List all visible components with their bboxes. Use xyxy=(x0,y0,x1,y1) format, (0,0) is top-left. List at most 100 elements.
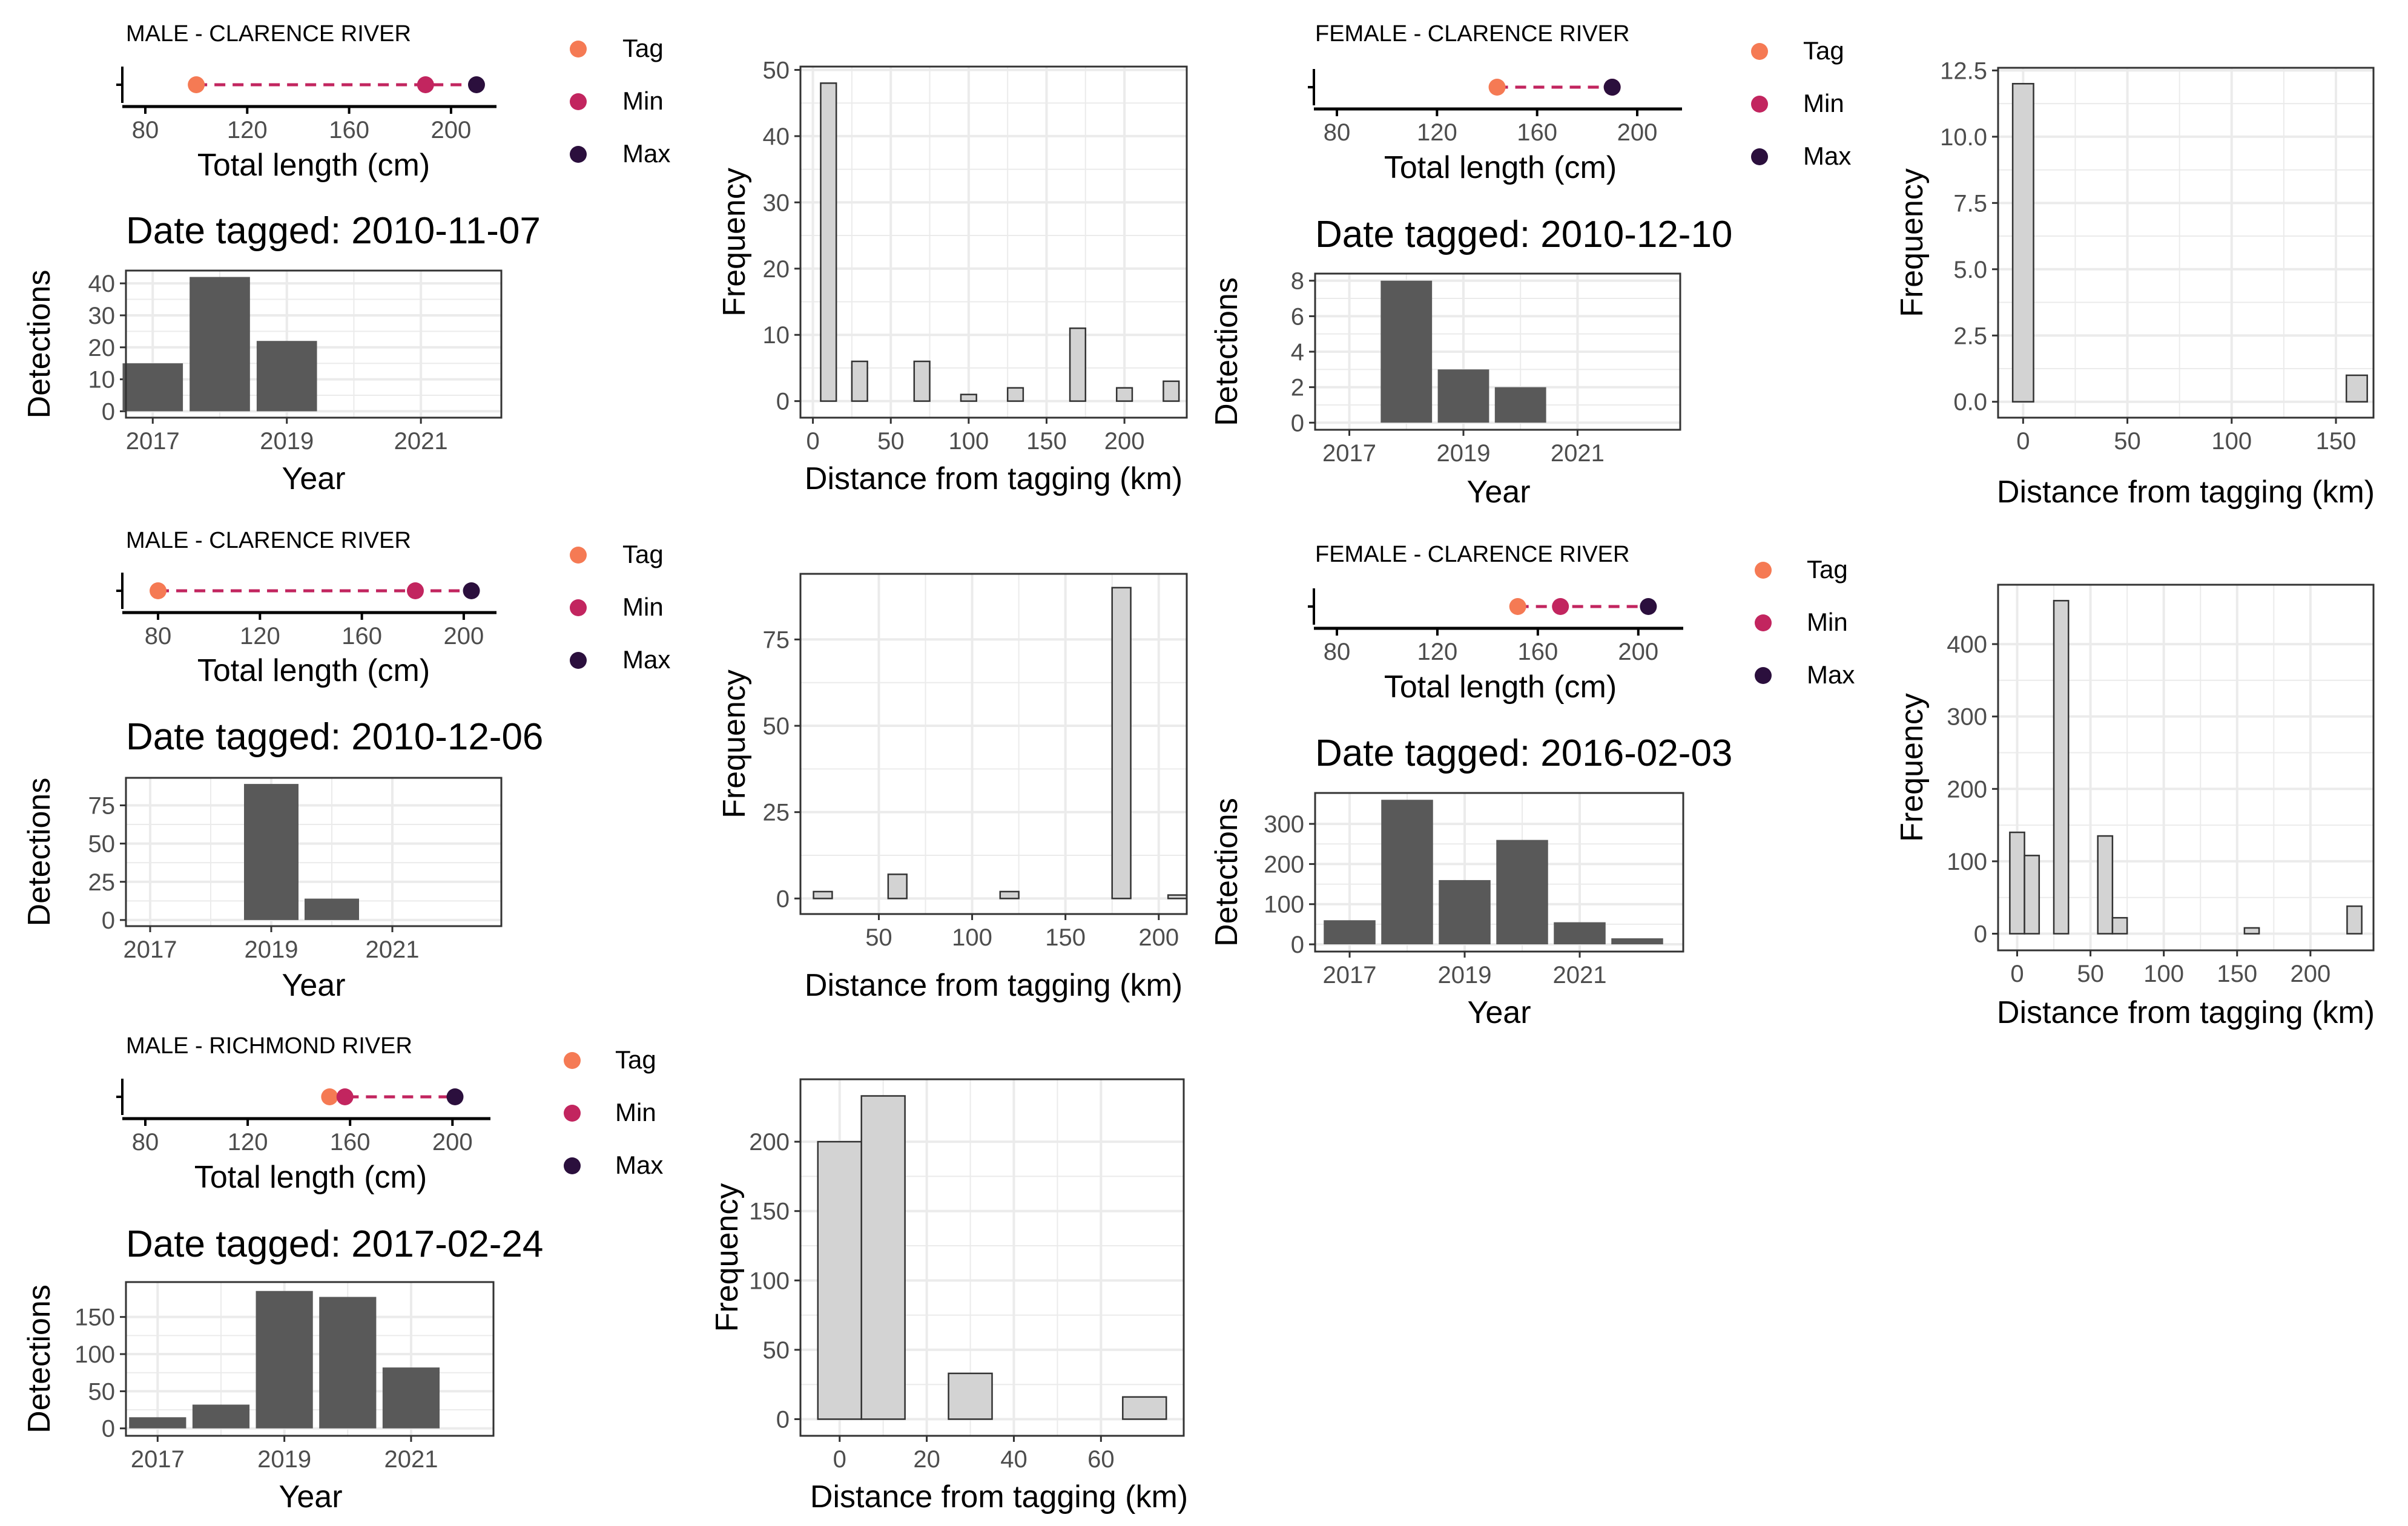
detections-bar xyxy=(244,784,299,920)
detections-y-tick-label: 2 xyxy=(1291,375,1304,401)
legend-min-label: Min xyxy=(1807,608,1848,636)
distance-x-tick-label: 150 xyxy=(1026,428,1067,455)
detections-y-tick-label: 0 xyxy=(102,1416,115,1442)
distance-x-tick-label: 100 xyxy=(948,428,989,455)
detections-y-tick-label: 8 xyxy=(1291,268,1304,295)
detections-plot: 0 10 20 30 40 2017 2019 2021 Year Detections xyxy=(22,269,503,496)
distance-panel-border xyxy=(799,65,1188,419)
distance-bar xyxy=(1163,380,1180,402)
distance-y-tick-label: 75 xyxy=(763,627,790,653)
distance-y-tick-label: 400 xyxy=(1947,631,1987,658)
legend-tag-label: Tag xyxy=(615,1045,656,1074)
legend-max-label: Max xyxy=(615,1151,663,1179)
detections-y-tick-label: 100 xyxy=(74,1341,115,1368)
distance-bar xyxy=(2346,905,2363,935)
detections-y-tick-label: 30 xyxy=(88,303,116,329)
distance-x-tick-label: 40 xyxy=(1000,1446,1028,1473)
distance-bar xyxy=(860,1095,906,1420)
distance-bar xyxy=(948,1372,993,1420)
distance-panel-border xyxy=(799,1078,1185,1437)
distance-panel-border xyxy=(1997,67,2375,419)
detections-bar xyxy=(1437,369,1489,423)
legend-tag-label: Tag xyxy=(622,540,664,568)
distance-x-tick-label: 0 xyxy=(2016,428,2030,455)
detections-x-tick-label: 2019 xyxy=(257,1446,311,1473)
distance-x-axis-title: Distance from tagging (km) xyxy=(1997,995,2375,1030)
distance-y-tick-label: 200 xyxy=(749,1129,790,1156)
distance-y-tick-label: 0 xyxy=(776,1406,790,1433)
distance-x-tick-label: 100 xyxy=(2143,961,2184,987)
legend-max-label: Max xyxy=(622,645,670,674)
detections-panel-border xyxy=(125,1281,495,1437)
distance-x-tick-label: 0 xyxy=(2010,961,2024,987)
distance-y-tick-label: 0 xyxy=(776,886,790,912)
distance-x-axis-title: Distance from tagging (km) xyxy=(805,461,1183,496)
length-tick-label: 160 xyxy=(330,1129,371,1156)
detections-y-tick-label: 10 xyxy=(88,367,116,393)
detections-plot: 0 25 50 75 2017 2019 2021 Year Detections xyxy=(22,777,503,1003)
distance-panel-border xyxy=(799,573,1188,915)
detections-y-axis-title: Detections xyxy=(22,778,57,927)
distance-bar xyxy=(817,1140,862,1420)
detections-bar xyxy=(1380,280,1433,423)
distance-y-tick-label: 10 xyxy=(763,322,790,349)
date-tagged-title: Date tagged: 2017-02-24 xyxy=(126,1223,543,1265)
date-tagged-title: Date tagged: 2010-11-07 xyxy=(126,210,541,252)
length-axis-title: Total length (cm) xyxy=(194,1160,427,1195)
length-axis-title: Total length (cm) xyxy=(197,148,430,183)
length-tick-label: 80 xyxy=(1324,639,1351,665)
length-axis-title: Total length (cm) xyxy=(1384,150,1617,185)
detections-bar xyxy=(1496,840,1548,945)
distance-panel-background xyxy=(1998,68,2373,418)
legend-min-label: Min xyxy=(622,87,664,115)
distance-y-tick-label: 0 xyxy=(776,389,790,415)
legend-max-swatch xyxy=(570,652,587,669)
detections-x-axis-title: Year xyxy=(1466,475,1530,510)
distance-bar xyxy=(2009,831,2025,935)
distance-x-tick-label: 100 xyxy=(2211,428,2252,455)
distance-bar xyxy=(2097,835,2114,935)
detections-y-tick-label: 0 xyxy=(102,398,115,425)
distance-bar xyxy=(2011,83,2034,403)
legend-max-label: Max xyxy=(1803,142,1851,170)
distance-bar xyxy=(2345,374,2368,403)
length-min-point xyxy=(1552,598,1569,615)
detections-bar xyxy=(190,277,250,412)
length-axis-title: Total length (cm) xyxy=(1384,669,1617,705)
detections-bar xyxy=(256,341,317,412)
distance-y-tick-label: 5.0 xyxy=(1953,257,1987,283)
distance-x-tick-label: 50 xyxy=(2114,428,2141,455)
distance-y-axis-title: Frequency xyxy=(717,168,752,317)
detections-y-tick-label: 40 xyxy=(88,271,116,297)
detections-bar xyxy=(122,363,183,412)
distance-plot: 0 10 20 30 40 50 0 50 100 150 200 Distance from tag… xyxy=(717,57,1188,496)
panel-title: MALE - CLARENCE RIVER xyxy=(126,21,411,47)
distance-y-tick-label: 30 xyxy=(763,189,790,216)
distance-y-tick-label: 20 xyxy=(763,256,790,283)
detections-x-tick-label: 2017 xyxy=(126,428,180,455)
length-tag-point xyxy=(188,76,205,93)
legend-tag-swatch xyxy=(1751,43,1768,60)
distance-x-tick-label: 0 xyxy=(806,428,819,455)
detections-bar xyxy=(1439,880,1491,945)
legend-min-swatch xyxy=(570,93,587,110)
length-tick-label: 80 xyxy=(132,1129,159,1156)
length-tick-label: 120 xyxy=(1417,639,1458,665)
distance-y-tick-label: 10.0 xyxy=(1940,124,1987,151)
distance-x-axis-title: Distance from tagging (km) xyxy=(810,1479,1188,1514)
legend-max-swatch xyxy=(1755,667,1772,684)
detections-y-axis-title: Detections xyxy=(1209,277,1244,426)
length-tick-label: 200 xyxy=(444,623,484,650)
distance-x-tick-label: 0 xyxy=(833,1446,846,1473)
detections-x-tick-label: 2019 xyxy=(1438,962,1492,988)
panel-title: MALE - RICHMOND RIVER xyxy=(126,1033,412,1059)
detections-panel-border xyxy=(1314,792,1684,953)
detections-bar xyxy=(305,898,359,920)
distance-y-tick-label: 50 xyxy=(763,57,790,84)
detections-x-tick-label: 2019 xyxy=(260,428,314,455)
length-max-point xyxy=(1603,79,1621,96)
legend-max-swatch xyxy=(570,146,587,163)
distance-plot: 0 50 100 150 200 0 20 40 60 Distance from tagging… xyxy=(710,1078,1188,1514)
distance-bar xyxy=(960,393,977,402)
